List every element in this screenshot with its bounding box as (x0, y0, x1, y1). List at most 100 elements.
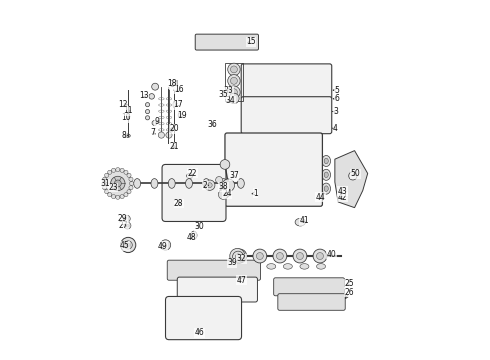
Text: 35: 35 (219, 90, 228, 99)
Ellipse shape (287, 105, 299, 119)
Text: 27: 27 (119, 221, 128, 230)
Circle shape (299, 124, 304, 129)
Circle shape (293, 150, 308, 165)
Circle shape (230, 189, 240, 199)
Circle shape (204, 180, 215, 190)
Ellipse shape (187, 174, 193, 178)
Ellipse shape (267, 105, 279, 119)
Circle shape (275, 153, 284, 162)
Ellipse shape (251, 73, 262, 87)
Circle shape (253, 249, 267, 263)
Text: 3: 3 (333, 107, 338, 116)
Circle shape (256, 253, 263, 260)
Circle shape (339, 162, 344, 167)
Circle shape (282, 124, 287, 129)
Ellipse shape (125, 134, 130, 138)
FancyBboxPatch shape (162, 165, 226, 221)
Circle shape (219, 190, 228, 199)
Text: 33: 33 (223, 86, 233, 95)
Circle shape (104, 173, 109, 177)
Ellipse shape (151, 179, 158, 188)
Text: 19: 19 (177, 111, 187, 120)
Circle shape (200, 187, 213, 199)
Circle shape (111, 176, 125, 191)
FancyBboxPatch shape (225, 133, 322, 206)
Circle shape (235, 254, 241, 260)
Circle shape (222, 179, 235, 192)
Text: 34: 34 (225, 96, 235, 105)
Circle shape (273, 249, 287, 263)
Circle shape (120, 168, 124, 172)
Circle shape (266, 189, 275, 199)
Text: 30: 30 (195, 222, 204, 231)
Circle shape (111, 168, 116, 172)
Circle shape (129, 181, 134, 185)
Circle shape (317, 124, 322, 129)
Circle shape (229, 93, 239, 104)
Circle shape (149, 94, 154, 99)
Circle shape (114, 180, 122, 187)
Circle shape (230, 150, 245, 165)
Circle shape (219, 188, 229, 198)
Circle shape (102, 181, 106, 185)
Ellipse shape (277, 73, 288, 87)
Circle shape (296, 253, 303, 260)
Text: 32: 32 (237, 254, 246, 263)
FancyBboxPatch shape (278, 294, 345, 310)
Ellipse shape (186, 179, 193, 188)
Circle shape (173, 175, 206, 208)
Circle shape (152, 121, 157, 125)
Circle shape (127, 189, 131, 194)
FancyBboxPatch shape (167, 260, 261, 280)
Circle shape (207, 183, 212, 188)
Ellipse shape (307, 105, 319, 119)
Text: 39: 39 (227, 258, 237, 267)
Circle shape (236, 253, 243, 260)
Circle shape (146, 103, 149, 107)
Text: 4: 4 (333, 123, 338, 132)
Ellipse shape (174, 87, 176, 91)
Circle shape (289, 90, 295, 96)
Circle shape (304, 192, 309, 196)
Circle shape (104, 189, 109, 194)
Ellipse shape (220, 179, 227, 188)
Ellipse shape (172, 144, 174, 148)
Ellipse shape (295, 219, 305, 226)
Circle shape (248, 189, 257, 199)
Circle shape (116, 167, 120, 172)
Circle shape (228, 75, 240, 87)
Circle shape (349, 172, 357, 180)
Text: 11: 11 (123, 107, 132, 115)
Circle shape (232, 192, 237, 196)
Circle shape (146, 116, 149, 120)
Ellipse shape (232, 40, 236, 45)
Text: 5: 5 (334, 86, 339, 95)
Text: 16: 16 (174, 85, 184, 94)
Circle shape (121, 237, 136, 253)
Circle shape (339, 196, 344, 202)
Circle shape (220, 159, 230, 169)
Ellipse shape (300, 264, 309, 269)
Ellipse shape (324, 186, 328, 192)
Ellipse shape (247, 105, 260, 119)
Text: 13: 13 (139, 91, 149, 100)
Ellipse shape (273, 69, 292, 91)
Circle shape (216, 176, 222, 184)
Text: 9: 9 (154, 117, 159, 126)
Circle shape (249, 90, 255, 96)
Circle shape (302, 189, 311, 199)
Circle shape (120, 194, 124, 199)
Circle shape (309, 90, 315, 96)
Circle shape (126, 224, 129, 227)
Circle shape (228, 86, 240, 98)
Circle shape (116, 195, 120, 199)
Ellipse shape (324, 172, 328, 177)
Text: 49: 49 (158, 242, 168, 251)
Text: 14: 14 (170, 80, 179, 89)
Circle shape (233, 251, 244, 262)
Text: 25: 25 (344, 279, 354, 288)
FancyBboxPatch shape (241, 64, 332, 99)
Ellipse shape (322, 183, 331, 194)
Ellipse shape (243, 40, 246, 45)
Ellipse shape (178, 113, 180, 117)
